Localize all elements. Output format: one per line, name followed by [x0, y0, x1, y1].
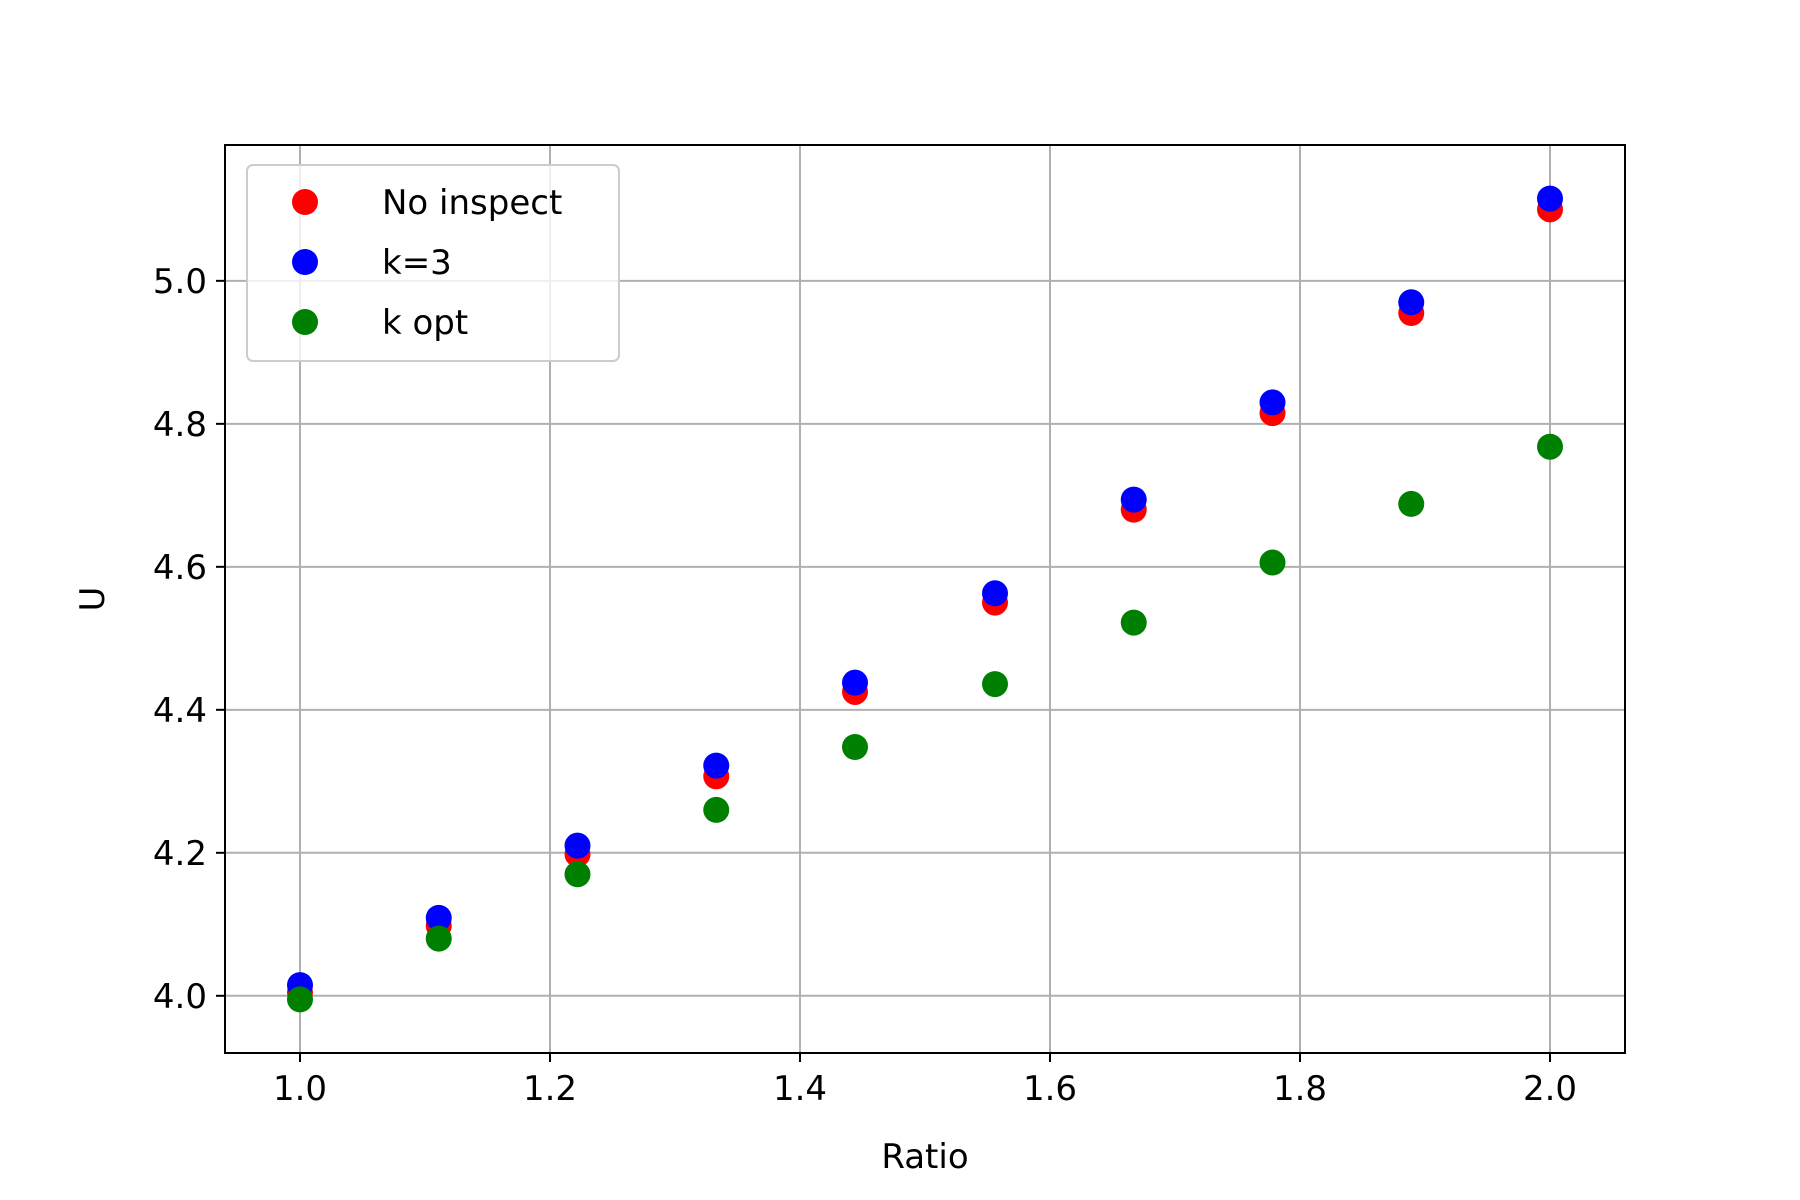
point-k-3 [1537, 185, 1563, 212]
y-tick-label: 4.2 [153, 834, 207, 874]
point-k-opt [842, 733, 868, 760]
point-k-opt [1120, 609, 1147, 636]
legend-label-k-3: k=3 [382, 243, 452, 283]
data-points [287, 185, 1563, 1013]
legend-marker-no-inspect [292, 189, 318, 215]
x-tick-label: 1.2 [523, 1069, 577, 1109]
point-k-3 [564, 832, 591, 859]
point-k-opt [982, 671, 1008, 698]
point-k-3 [425, 904, 452, 931]
point-k-3 [703, 752, 730, 779]
point-k-opt [1259, 549, 1286, 576]
legend-box [246, 164, 620, 362]
point-k-opt [1398, 490, 1425, 517]
x-tick-label: 1.4 [773, 1069, 827, 1109]
point-k-3 [1120, 486, 1147, 513]
point-k-3 [982, 580, 1008, 607]
x-axis-label: Ratio [881, 1137, 968, 1177]
y-tick-label: 4.8 [153, 405, 207, 445]
y-tick-label: 4.4 [153, 691, 207, 731]
axis-ticks: 1.0 1.2 1.4 1.6 1.8 2.0 4.0 4.2 4.4 4.6 4.8 5.0 [153, 262, 1577, 1109]
legend-label-no-inspect: No inspect [382, 183, 562, 223]
x-tick-label: 1.0 [273, 1069, 327, 1109]
x-tick-label: 2.0 [1523, 1069, 1577, 1109]
legend-label-k-opt: k opt [382, 303, 468, 343]
point-k-opt [287, 986, 313, 1013]
plot-frame [224, 144, 1626, 1054]
y-tick-label: 4.0 [153, 977, 207, 1017]
x-tick-label: 1.6 [1023, 1069, 1077, 1109]
grid-lines [225, 145, 1625, 1053]
point-k-3 [842, 669, 868, 696]
legend: No inspect k=3 k opt [246, 164, 620, 362]
point-k-3 [1398, 289, 1425, 316]
y-axis-label: U [73, 587, 113, 612]
legend-marker-k-opt [292, 309, 318, 335]
point-k-opt [1537, 433, 1563, 460]
point-k-opt [564, 861, 591, 888]
point-k-3 [1259, 389, 1286, 416]
y-tick-label: 4.6 [153, 548, 207, 588]
x-tick-label: 1.8 [1273, 1069, 1327, 1109]
point-k-opt [425, 925, 452, 952]
legend-marker-k-3 [292, 249, 318, 275]
y-tick-label: 5.0 [153, 262, 207, 302]
point-k-opt [703, 796, 730, 823]
